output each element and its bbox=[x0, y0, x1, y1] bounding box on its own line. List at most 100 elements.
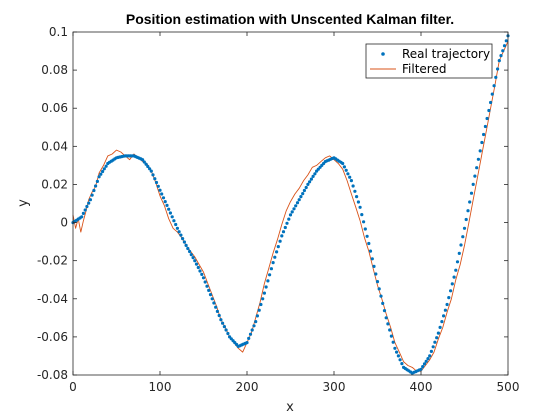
real-trajectory-dot bbox=[421, 365, 425, 369]
real-trajectory-dot bbox=[457, 251, 461, 255]
real-trajectory-dot bbox=[452, 275, 456, 279]
real-trajectory-dot bbox=[431, 345, 435, 349]
real-trajectory-dot bbox=[196, 265, 200, 270]
real-trajectory-dot bbox=[87, 201, 91, 205]
real-trajectory-point bbox=[167, 207, 171, 211]
real-trajectory-point bbox=[428, 354, 432, 358]
real-trajectory-dot bbox=[450, 282, 454, 286]
chart-title: Position estimation with Unscented Kalma… bbox=[126, 11, 454, 27]
real-trajectory-dot bbox=[492, 84, 496, 88]
real-trajectory-dot bbox=[153, 177, 157, 181]
real-trajectory-point bbox=[358, 205, 362, 209]
real-trajectory-point bbox=[454, 268, 458, 272]
real-trajectory-dot bbox=[386, 322, 390, 326]
real-trajectory-point bbox=[445, 302, 449, 307]
real-trajectory-dot bbox=[208, 293, 213, 297]
real-trajectory-dot bbox=[191, 256, 195, 260]
real-trajectory-dot bbox=[443, 308, 447, 312]
real-trajectory-point bbox=[158, 188, 162, 192]
real-trajectory-dot bbox=[475, 166, 479, 170]
real-trajectory-dot bbox=[447, 296, 451, 300]
real-trajectory-dot bbox=[250, 328, 254, 332]
real-trajectory-dot bbox=[269, 267, 273, 271]
real-trajectory-dot bbox=[214, 305, 218, 309]
real-trajectory-dot bbox=[198, 269, 202, 273]
real-trajectory-dot bbox=[275, 250, 279, 254]
real-trajectory-dot bbox=[248, 332, 253, 336]
real-trajectory-point bbox=[149, 169, 153, 173]
tick-layer: 0 100 200 300 400 5000.10.080.060.040.020-0.0… bbox=[37, 25, 520, 394]
x-tick-label: 100 bbox=[149, 380, 172, 394]
plot-area bbox=[73, 32, 508, 375]
real-trajectory-dot bbox=[170, 215, 174, 219]
real-trajectory-dot bbox=[440, 320, 444, 324]
real-trajectory-dot bbox=[476, 157, 480, 161]
y-tick-label: 0.06 bbox=[41, 101, 68, 115]
real-trajectory-dot bbox=[287, 217, 291, 221]
x-tick-label: 500 bbox=[497, 380, 520, 394]
real-trajectory-dot bbox=[215, 309, 219, 313]
real-trajectory-dot bbox=[351, 184, 355, 188]
real-trajectory-dot bbox=[99, 172, 103, 176]
real-trajectory-dot bbox=[188, 249, 192, 254]
real-trajectory-dot bbox=[172, 219, 176, 223]
real-trajectory-dot bbox=[426, 357, 430, 361]
real-trajectory-dot bbox=[478, 149, 482, 153]
real-trajectory-dot bbox=[429, 349, 433, 353]
real-trajectory-dot bbox=[395, 350, 399, 354]
real-trajectory-dot bbox=[161, 196, 166, 200]
legend: Real trajectory Filtered bbox=[365, 43, 493, 79]
real-trajectory-dot bbox=[294, 204, 298, 208]
real-trajectory-dot bbox=[438, 325, 442, 329]
real-trajectory-dot bbox=[259, 302, 263, 307]
real-trajectory-dot bbox=[83, 208, 87, 212]
real-trajectory-point bbox=[471, 182, 475, 186]
real-trajectory-dot bbox=[360, 213, 364, 217]
real-trajectory-dot bbox=[433, 340, 437, 344]
real-trajectory-dot bbox=[101, 169, 105, 174]
real-trajectory-point bbox=[88, 198, 92, 202]
real-trajectory-dot bbox=[144, 162, 148, 166]
real-trajectory-point bbox=[245, 341, 249, 345]
real-trajectory-point bbox=[193, 259, 197, 263]
real-trajectory-dot bbox=[309, 177, 313, 181]
real-trajectory-point bbox=[254, 320, 258, 324]
real-trajectory-point bbox=[489, 100, 493, 105]
real-trajectory-dot bbox=[362, 220, 366, 224]
real-trajectory-dot bbox=[311, 174, 315, 178]
real-trajectory-dot bbox=[222, 325, 226, 329]
real-trajectory-dot bbox=[348, 175, 352, 179]
real-trajectory-dot bbox=[85, 204, 89, 209]
real-trajectory-point bbox=[480, 140, 484, 145]
real-trajectory-dot bbox=[299, 195, 303, 199]
real-trajectory-dot bbox=[435, 336, 439, 340]
real-trajectory-dot bbox=[469, 191, 474, 195]
real-trajectory-dot bbox=[398, 358, 402, 362]
real-trajectory-dot bbox=[473, 174, 477, 178]
real-trajectory-dot bbox=[485, 116, 489, 121]
real-trajectory-point bbox=[419, 367, 423, 371]
real-trajectory-dot bbox=[168, 211, 172, 215]
y-tick-label: 0.02 bbox=[41, 177, 68, 191]
real-trajectory-dot bbox=[304, 185, 308, 190]
real-trajectory-point bbox=[184, 243, 188, 247]
real-trajectory-dot bbox=[459, 243, 463, 247]
real-trajectory-dot bbox=[308, 180, 312, 184]
real-trajectory-dot bbox=[442, 314, 446, 318]
real-trajectory-dot bbox=[212, 301, 216, 305]
real-trajectory-dot bbox=[499, 54, 503, 58]
real-trajectory-dot bbox=[363, 227, 367, 231]
real-trajectory-dot bbox=[104, 164, 108, 168]
real-trajectory-dot bbox=[92, 188, 96, 193]
y-tick-label: 0.04 bbox=[41, 139, 68, 153]
x-tick-label: 300 bbox=[323, 380, 346, 394]
real-trajectory-dot bbox=[266, 279, 270, 283]
real-trajectory-dot bbox=[355, 195, 359, 199]
real-trajectory-point bbox=[80, 215, 84, 219]
legend-box bbox=[365, 43, 493, 79]
real-trajectory-dot bbox=[146, 164, 150, 169]
real-trajectory-point bbox=[341, 161, 345, 166]
real-trajectory-dot bbox=[268, 273, 272, 277]
real-trajectory-dot bbox=[346, 172, 350, 176]
y-tick-label: -0.08 bbox=[37, 368, 68, 382]
